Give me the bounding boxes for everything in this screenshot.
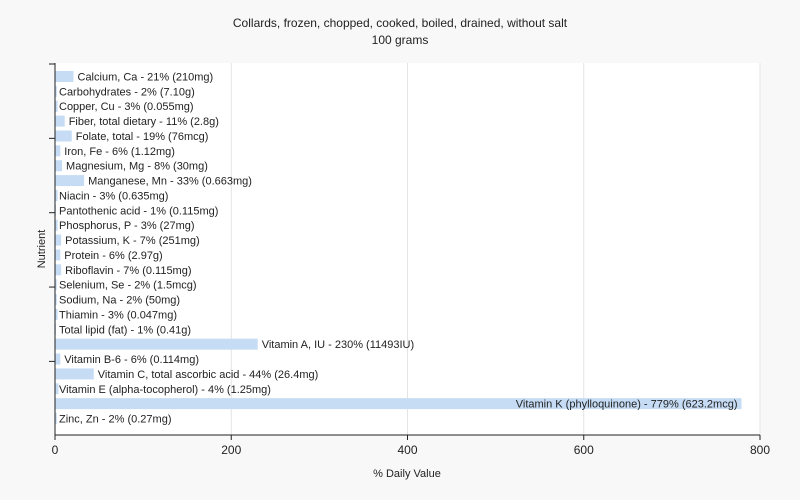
bar-label: Calcium, Ca - 21% (210mg) <box>78 72 214 84</box>
x-tick-label: 800 <box>750 443 770 457</box>
x-tick-label: 600 <box>574 443 594 457</box>
bar <box>55 219 58 231</box>
chart-title: Collards, frozen, chopped, cooked, boile… <box>233 16 568 30</box>
bar-label: Carbohydrates - 2% (7.10g) <box>59 86 195 98</box>
bar-label: Vitamin K (phylloquinone) - 779% (623.2m… <box>516 399 738 411</box>
bar-label: Manganese, Mn - 33% (0.663mg) <box>88 176 252 188</box>
bar <box>55 85 57 97</box>
chart-subtitle: 100 grams <box>372 33 429 47</box>
bar <box>55 71 74 82</box>
bar-label: Folate, total - 19% (76mcg) <box>76 131 209 143</box>
bar <box>55 160 63 172</box>
bar <box>55 308 58 320</box>
bar-label: Niacin - 3% (0.635mg) <box>59 190 168 202</box>
bar-label: Magnesium, Mg - 8% (30mg) <box>66 161 208 173</box>
bar <box>55 294 57 306</box>
bar <box>55 368 94 380</box>
bar <box>55 189 58 201</box>
bar <box>55 413 57 425</box>
x-tick-label: 400 <box>397 443 417 457</box>
bar-labels-group: Calcium, Ca - 21% (210mg) Carbohydrates -… <box>59 72 737 426</box>
bar <box>55 264 62 276</box>
x-tick-label: 0 <box>52 443 59 457</box>
bar <box>55 279 57 291</box>
bar-label: Vitamin A, IU - 230% (11493IU) <box>262 339 414 351</box>
bar-label: Iron, Fe - 6% (1.12mg) <box>64 146 175 158</box>
bar-label: Vitamin E (alpha-tocopherol) - 4% (1.25m… <box>59 384 271 396</box>
grid-lines <box>230 63 761 435</box>
axes-group: 0 200 400 600 800 <box>49 63 770 457</box>
bar <box>55 115 65 127</box>
bar <box>55 398 742 410</box>
bar <box>55 100 58 112</box>
bar-label: Phosphorus, P - 3% (27mg) <box>59 220 195 232</box>
bar <box>55 234 62 246</box>
bars-group <box>55 71 742 425</box>
bar <box>55 338 258 350</box>
x-tick-label: 200 <box>221 443 241 457</box>
bar <box>55 249 61 261</box>
bar <box>55 145 61 157</box>
bar-label: Vitamin B-6 - 6% (0.114mg) <box>64 354 199 366</box>
bar-label: Fiber, total dietary - 11% (2.8g) <box>69 116 219 128</box>
bar-label: Riboflavin - 7% (0.115mg) <box>65 265 191 277</box>
y-axis-label: Nutrient <box>36 230 48 269</box>
bar-label: Protein - 6% (2.97g) <box>64 250 162 262</box>
bar-label: Vitamin C, total ascorbic acid - 44% (26… <box>98 369 319 381</box>
bar <box>55 353 61 365</box>
bar-label: Zinc, Zn - 2% (0.27mg) <box>59 414 171 426</box>
bar-label: Total lipid (fat) - 1% (0.41g) <box>59 324 191 336</box>
bar-label: Pantothenic acid - 1% (0.115mg) <box>59 205 218 217</box>
x-axis-label: % Daily Value <box>373 468 441 480</box>
bar <box>55 175 85 187</box>
bar <box>55 383 59 395</box>
bar-label: Thiamin - 3% (0.047mg) <box>59 309 177 321</box>
bar <box>55 130 72 142</box>
bar-label: Copper, Cu - 3% (0.055mg) <box>59 101 194 113</box>
bar-label: Selenium, Se - 2% (1.5mcg) <box>59 280 197 292</box>
bar-label: Sodium, Na - 2% (50mg) <box>59 295 180 307</box>
bar-label: Potassium, K - 7% (251mg) <box>65 235 200 247</box>
